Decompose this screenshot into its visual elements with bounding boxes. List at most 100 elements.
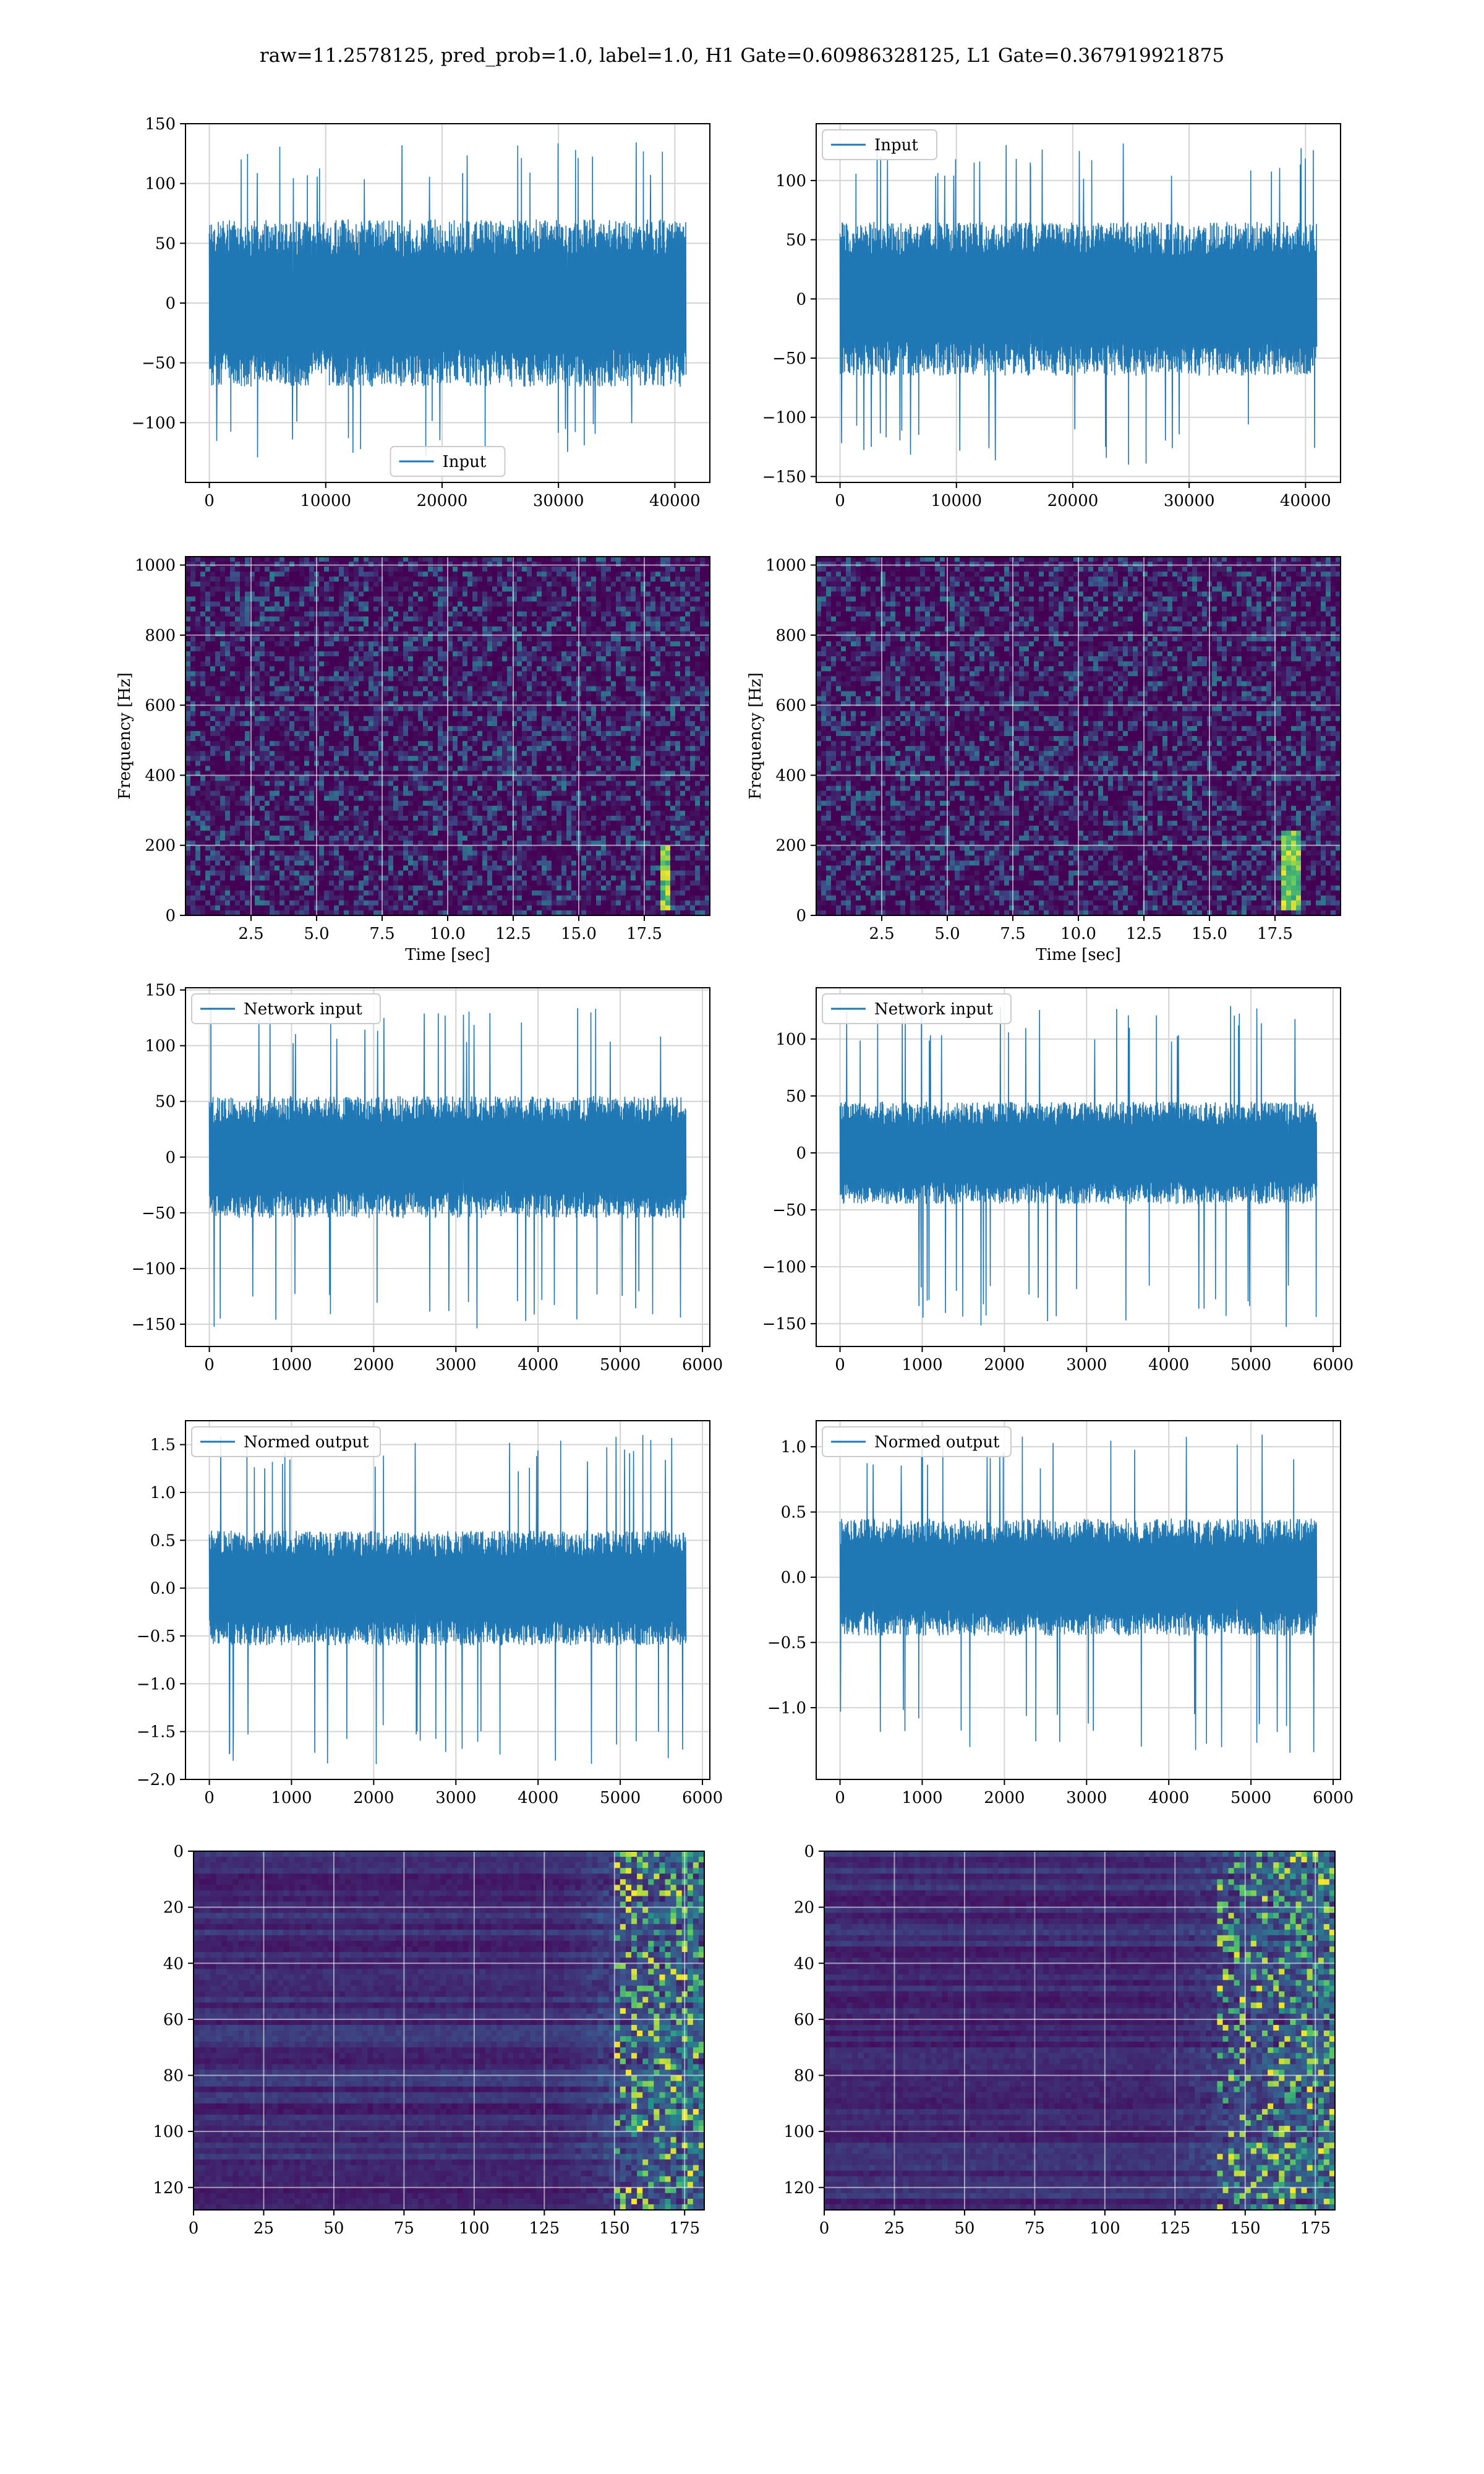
heatmap-cell (349, 706, 354, 712)
heatmap-cell (487, 686, 493, 691)
heatmap-cell (467, 686, 473, 691)
heatmap-cell (260, 567, 265, 572)
heatmap-cell (552, 696, 557, 702)
heatmap-cell (646, 617, 651, 622)
heatmap-cell (606, 666, 612, 672)
heatmap-cell (398, 661, 404, 667)
heatmap-cell (641, 607, 646, 612)
heatmap-cell (586, 622, 592, 627)
heatmap-cell (260, 596, 265, 602)
x-tick-label: 0 (204, 492, 215, 510)
heatmap-cell (304, 656, 310, 662)
heatmap-cell (690, 736, 696, 742)
heatmap-cell (413, 602, 419, 607)
heatmap-cell (507, 706, 513, 712)
heatmap-cell (408, 751, 414, 756)
heatmap-cell (324, 602, 330, 607)
heatmap-cell (507, 756, 513, 761)
heatmap-cell (547, 661, 552, 667)
heatmap-cell (685, 646, 691, 652)
heatmap-cell (626, 691, 631, 697)
heatmap-cell (517, 591, 522, 597)
heatmap-cell (270, 711, 275, 717)
heatmap-cell (537, 731, 542, 737)
heatmap-cell (265, 736, 270, 742)
heatmap-cell (205, 686, 211, 691)
heatmap-cell (477, 746, 483, 751)
heatmap-cell (690, 781, 696, 787)
heatmap-cell (270, 596, 275, 602)
heatmap-cell (675, 661, 681, 667)
heatmap-cell (418, 776, 424, 781)
heatmap-cell (665, 666, 671, 672)
heatmap-cell (428, 736, 433, 742)
heatmap-cell (472, 631, 478, 637)
heatmap-cell (606, 627, 612, 632)
heatmap-cell (492, 602, 498, 607)
heatmap-cell (294, 786, 300, 792)
heatmap-cell (670, 736, 676, 742)
heatmap-cell (616, 567, 621, 572)
heatmap-cell (561, 706, 567, 712)
heatmap-cell (418, 671, 424, 677)
heatmap-cell (477, 741, 483, 747)
heatmap-cell (334, 581, 339, 587)
heatmap-cell (650, 636, 656, 642)
heatmap-cell (364, 686, 369, 691)
heatmap-cell (398, 741, 404, 747)
heatmap-cell (448, 711, 453, 717)
heatmap-cell (517, 716, 522, 722)
heatmap-cell (270, 617, 275, 622)
heatmap-cell (621, 736, 626, 742)
heatmap-cell (685, 661, 691, 667)
heatmap-cell (556, 721, 562, 727)
heatmap-cell (655, 666, 661, 672)
heatmap-cell (334, 696, 339, 702)
heatmap-cell (463, 591, 468, 597)
heatmap-cell (270, 781, 275, 787)
heatmap-cell (542, 766, 547, 771)
heatmap-cell (482, 641, 488, 647)
heatmap-cell (547, 761, 552, 766)
heatmap-cell (200, 557, 206, 562)
heatmap-cell (200, 656, 206, 662)
heatmap-cell (190, 756, 196, 761)
heatmap-cell (195, 741, 201, 747)
heatmap-cell (255, 746, 260, 751)
heatmap-cell (378, 691, 384, 697)
heatmap-cell (373, 666, 379, 672)
heatmap-cell (621, 622, 626, 627)
heatmap-cell (413, 716, 419, 722)
heatmap-cell (373, 681, 379, 687)
heatmap-cell (438, 596, 443, 602)
heatmap-cell (240, 671, 245, 677)
heatmap-cell (423, 591, 429, 597)
heatmap-cell (477, 602, 483, 607)
heatmap-cell (220, 576, 226, 582)
heatmap-cell (611, 562, 616, 567)
heatmap-cell (408, 641, 414, 647)
heatmap-cell (354, 776, 359, 781)
heatmap-cell (552, 557, 557, 562)
heatmap-cell (675, 736, 681, 742)
heatmap-cell (591, 586, 597, 592)
heatmap-cell (537, 716, 542, 722)
heatmap-cell (641, 586, 646, 592)
heatmap-cell (289, 691, 295, 697)
heatmap-cell (650, 586, 656, 592)
heatmap-cell (616, 676, 621, 682)
heatmap-cell (240, 622, 245, 627)
heatmap-cell (339, 751, 344, 756)
heatmap-cell (532, 661, 537, 667)
heatmap-cell (497, 676, 503, 682)
h1-input-chart: 0 10000 20000 30000 40000−100−50050100150Inp… (132, 115, 710, 510)
heatmap-cell (487, 706, 493, 712)
heatmap-cell (655, 567, 661, 572)
heatmap-cell (517, 776, 522, 781)
heatmap-cell (458, 576, 463, 582)
heatmap-cell (680, 691, 686, 697)
heatmap-cell (210, 562, 216, 567)
heatmap-cell (383, 776, 389, 781)
heatmap-cell (601, 741, 607, 747)
heatmap-cell (240, 646, 245, 652)
